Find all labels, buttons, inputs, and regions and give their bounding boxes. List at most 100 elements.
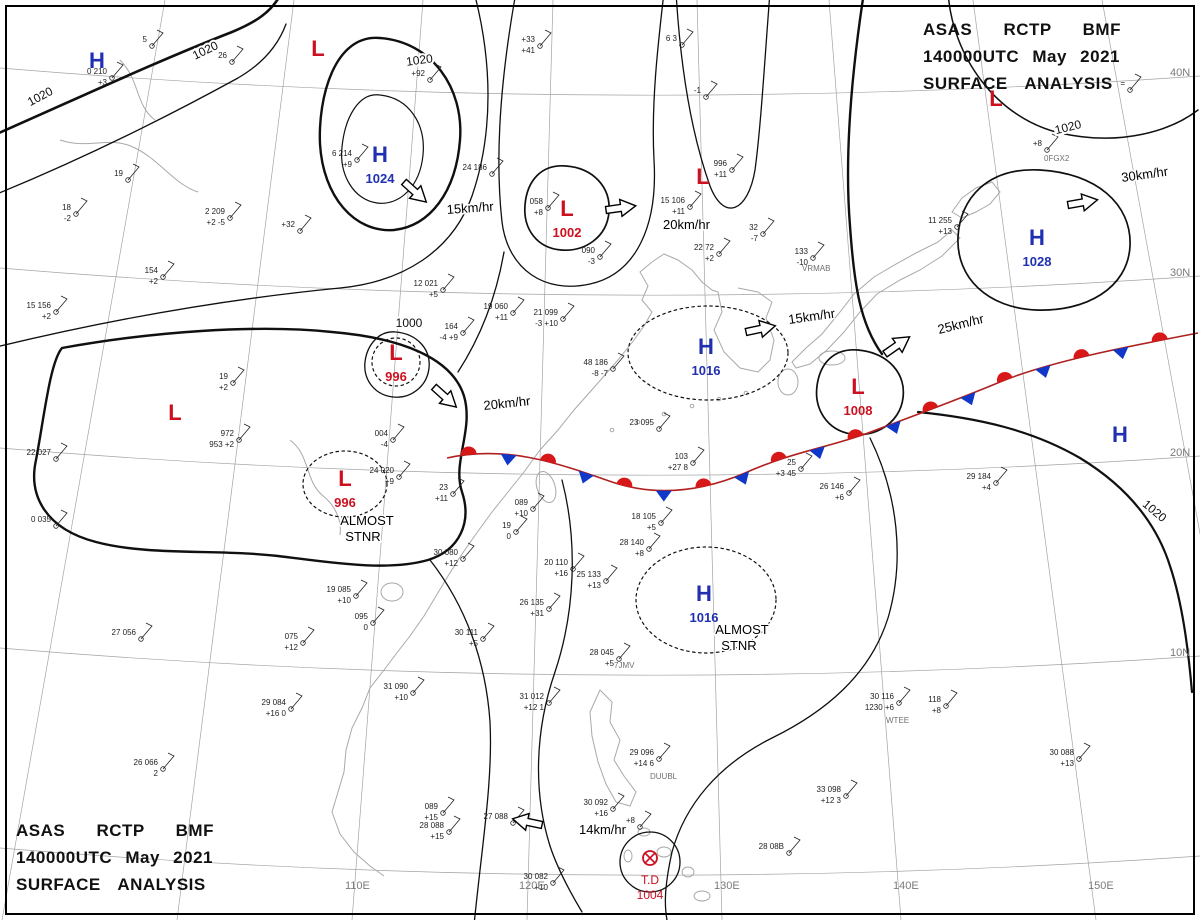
station-circle-icon — [716, 251, 722, 257]
station-value: 11 255 — [928, 216, 952, 225]
station-plot: +33+41 — [521, 29, 552, 55]
station-value: +2 -5 — [207, 218, 226, 227]
coastline-taiwan — [535, 471, 557, 503]
meridian-line — [828, 0, 902, 920]
wind-barb-icon — [945, 689, 958, 707]
station-value: 27 056 — [112, 628, 137, 637]
station-value: +12 1 — [524, 703, 545, 712]
station-value: -10 — [796, 258, 808, 267]
station-plot: 48 186 -8 -7 — [584, 352, 625, 378]
station-value: 12 021 — [414, 279, 439, 288]
river-line — [119, 59, 156, 121]
wind-barb-icon — [658, 742, 671, 760]
pressure-center-H: H — [89, 48, 105, 73]
pressure-center-letter: H — [698, 334, 714, 359]
cold-front-triangle-icon — [960, 392, 976, 406]
station-plot: 19+2 — [219, 366, 245, 392]
station-plot: 21 099 -3 +10 — [534, 302, 575, 328]
wind-barb-icon — [639, 810, 652, 828]
wind-barb-icon — [162, 752, 175, 770]
station-plot: 31 090 +10 — [384, 676, 425, 702]
parallel-line — [0, 847, 1200, 876]
station-value: +92 — [411, 69, 425, 78]
station-plot: 23+11 — [435, 477, 465, 503]
station-circle-icon — [410, 690, 416, 696]
wind-barb-icon — [731, 153, 744, 171]
wind-barb-icon — [618, 642, 631, 660]
warm-front-semicircle-icon — [997, 371, 1013, 383]
station-circle-icon — [646, 546, 652, 552]
station-plot: 30 080 +12 — [434, 542, 475, 568]
pressure-center-letter: L — [311, 36, 324, 61]
coastline-luzon — [589, 689, 637, 807]
wind-barb-icon — [398, 460, 411, 478]
station-value: 103 — [675, 452, 689, 461]
station-value: 095 — [355, 612, 369, 621]
wind-barb-icon — [290, 692, 303, 710]
isobar-value-label: 1020 — [190, 38, 220, 62]
motion-indicator: 25km/hr — [882, 309, 987, 358]
pressure-center-L: L — [696, 164, 709, 189]
isobar-line — [498, 0, 664, 287]
station-value: 29 184 — [967, 472, 992, 481]
station-value: +33 — [521, 35, 535, 44]
station-value: +8 — [635, 549, 645, 558]
station-circle-icon — [616, 656, 622, 662]
coastline-ryukyu — [689, 403, 695, 409]
station-circle-icon — [160, 766, 166, 772]
wind-barb-icon — [658, 412, 671, 430]
station-circle-icon — [229, 59, 235, 65]
station-circle-icon — [109, 75, 115, 81]
open-arrow-icon — [604, 198, 638, 218]
station-circle-icon — [550, 880, 556, 886]
wind-barb-icon — [372, 606, 385, 624]
station-value: -4 +9 — [440, 333, 459, 342]
wind-barb-icon — [55, 509, 68, 527]
motion-indicator: 14km/hr — [511, 812, 628, 839]
station-plot: 30 111 +5 — [455, 622, 495, 648]
station-value: 29 084 — [262, 698, 287, 707]
coastline-ryukyu — [635, 419, 641, 425]
station-value: 22 72 — [694, 243, 715, 252]
station-value: 19 085 — [327, 585, 352, 594]
station-value: 20 110 — [544, 558, 568, 567]
station-plot: 18-2 — [62, 197, 88, 223]
wind-barb-icon — [612, 352, 625, 370]
station-circle-icon — [160, 274, 166, 280]
station-value: +41 — [521, 46, 535, 55]
wind-barb-icon — [547, 191, 560, 209]
longitude-label: 110E — [345, 880, 370, 892]
pressure-center-value: 1016 — [690, 610, 719, 625]
wind-barb-icon — [429, 63, 442, 81]
pressure-center-value: 996 — [334, 495, 356, 510]
wind-barb-icon — [75, 197, 88, 215]
isobar-line — [675, 0, 771, 209]
dashed-isobar — [635, 546, 777, 654]
wind-barb-icon — [1078, 742, 1091, 760]
parallel-line — [0, 647, 1200, 676]
station-value: +2 — [705, 254, 715, 263]
isobar-line — [948, 0, 1199, 139]
stationary-annotation: ALMOST — [340, 513, 394, 528]
station-identifiers: VRMAB 0FGX2 7JMV WTEE DUUBL — [614, 154, 1070, 781]
wind-barb-icon — [612, 792, 625, 810]
station-value: +2 — [219, 383, 229, 392]
station-circle-icon — [125, 177, 131, 183]
isobar-line — [32, 327, 468, 567]
motion-indicator: 15km/hr — [400, 178, 496, 218]
station-id-label: 0FGX2 — [1044, 154, 1070, 163]
station-circle-icon — [896, 700, 902, 706]
station-value: +31 — [530, 609, 544, 618]
wind-barb-icon — [392, 423, 405, 441]
station-circle-icon — [390, 437, 396, 443]
motion-indicator: 20km/hr — [604, 198, 712, 234]
circled-x-icon — [642, 850, 658, 866]
station-circle-icon — [53, 523, 59, 529]
station-plot: 26 135 +31 — [520, 592, 561, 618]
station-circle-icon — [798, 466, 804, 472]
pressure-center-letter: L — [560, 196, 573, 221]
station-plot: 15 106 +11 — [661, 190, 702, 216]
station-circle-icon — [656, 756, 662, 762]
